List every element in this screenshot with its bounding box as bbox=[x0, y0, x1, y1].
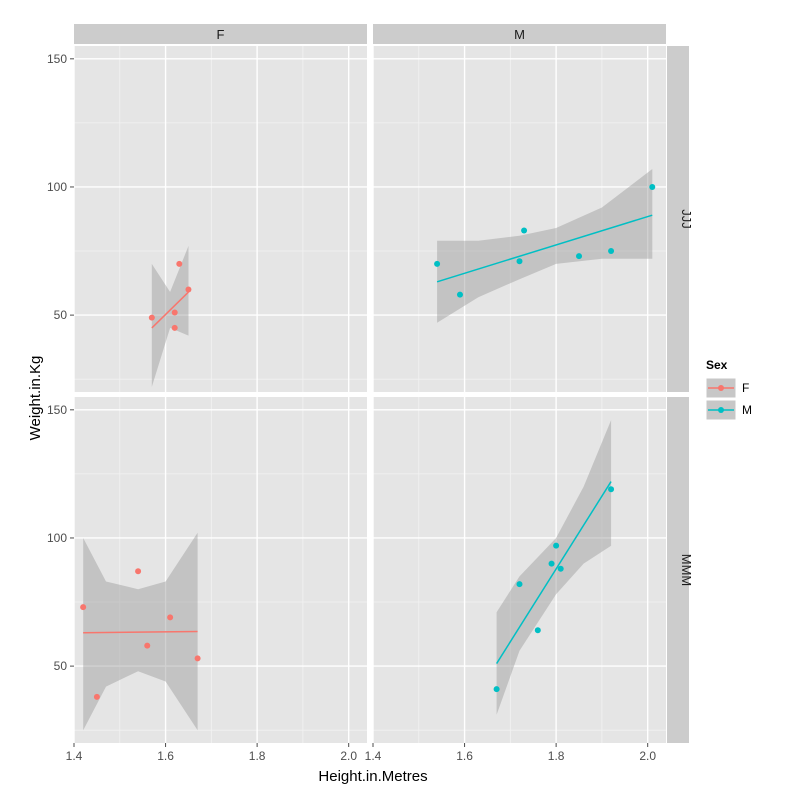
panel-background bbox=[74, 397, 367, 743]
data-point bbox=[135, 568, 142, 575]
x-tick-label: 1.6 bbox=[456, 749, 473, 763]
legend-title: Sex bbox=[706, 358, 728, 372]
x-tick-label: 1.4 bbox=[365, 749, 382, 763]
strip-label: F bbox=[217, 27, 225, 42]
x-tick-label: 2.0 bbox=[340, 749, 357, 763]
confidence-band bbox=[437, 169, 653, 323]
axes-layer: 50 100 150 50 100 150 1.4 1.6 1.8 2.0 1.4 1.6 1.8 2.0 bbox=[47, 52, 656, 763]
regression-line bbox=[151, 291, 189, 329]
x-axis-title: Height.in.Metres bbox=[318, 768, 427, 785]
panel-MMM-M bbox=[372, 397, 666, 743]
panel-JJJ-F bbox=[73, 46, 367, 392]
data-point bbox=[171, 309, 178, 316]
x-tick-label: 1.8 bbox=[548, 749, 565, 763]
data-point bbox=[194, 655, 201, 662]
strip-row-JJJ: JJJ bbox=[667, 46, 694, 392]
x-tick-label: 1.6 bbox=[157, 749, 174, 763]
data-point bbox=[516, 258, 523, 265]
data-point bbox=[493, 686, 500, 693]
data-MMM-M bbox=[493, 420, 615, 715]
panel-background bbox=[74, 46, 367, 392]
panel-background bbox=[373, 46, 666, 392]
confidence-band bbox=[151, 245, 189, 387]
data-point bbox=[516, 581, 523, 588]
legend-label: M bbox=[742, 403, 752, 417]
confidence-band bbox=[496, 420, 612, 715]
data-point bbox=[548, 560, 555, 567]
data-point bbox=[176, 260, 183, 267]
data-point bbox=[167, 614, 174, 621]
data-point bbox=[93, 693, 100, 700]
legend-entry-F: F bbox=[705, 377, 749, 399]
data-point bbox=[185, 286, 192, 293]
y-tick-label: 150 bbox=[47, 52, 67, 66]
data-point bbox=[434, 260, 441, 267]
panel-JJJ-M bbox=[372, 46, 666, 392]
legend-entry-M: M bbox=[705, 399, 752, 421]
data-point bbox=[553, 542, 560, 549]
y-tick-label: 150 bbox=[47, 403, 67, 417]
data-point bbox=[171, 324, 178, 331]
data-point bbox=[576, 253, 583, 260]
regression-line bbox=[83, 630, 198, 634]
x-tick-label: 1.8 bbox=[249, 749, 266, 763]
data-point bbox=[534, 627, 541, 634]
data-point bbox=[456, 291, 463, 298]
strip-background bbox=[667, 397, 689, 743]
regression-line bbox=[436, 214, 653, 283]
panel-MMM-F bbox=[73, 397, 367, 743]
y-tick-label: 50 bbox=[54, 659, 68, 673]
y-axis-title: Weight.in.Kg bbox=[27, 356, 44, 441]
strip-label: M bbox=[514, 27, 525, 42]
panels-layer bbox=[73, 46, 666, 743]
legend: Sex FM bbox=[705, 358, 752, 421]
strip-background bbox=[373, 24, 666, 44]
regression-line bbox=[495, 481, 612, 664]
data-point bbox=[521, 227, 528, 234]
data-point bbox=[80, 604, 87, 611]
data-point bbox=[649, 183, 656, 190]
data-JJJ-F bbox=[148, 245, 192, 387]
strip-label: JJJ bbox=[679, 209, 694, 229]
data-point bbox=[144, 642, 151, 649]
panel-background bbox=[373, 397, 666, 743]
data-JJJ-M bbox=[434, 169, 656, 323]
strip-background bbox=[667, 46, 689, 392]
y-tick-label: 100 bbox=[47, 180, 67, 194]
x-tick-label: 1.4 bbox=[66, 749, 83, 763]
data-point bbox=[608, 248, 615, 255]
y-tick-label: 50 bbox=[54, 308, 68, 322]
legend-key-point bbox=[718, 385, 724, 391]
data-point bbox=[557, 565, 564, 572]
data-point bbox=[608, 486, 615, 493]
strip-label: MMM bbox=[679, 554, 694, 587]
strip-col-F: F bbox=[74, 24, 367, 44]
strip-col-M: M bbox=[373, 24, 666, 44]
strip-row-MMM: MMM bbox=[667, 397, 694, 743]
data-point bbox=[148, 314, 155, 321]
y-tick-label: 100 bbox=[47, 531, 67, 545]
legend-key-point bbox=[718, 407, 724, 413]
data-MMM-F bbox=[80, 532, 201, 731]
legend-label: F bbox=[742, 381, 749, 395]
x-tick-label: 2.0 bbox=[639, 749, 656, 763]
strip-background bbox=[74, 24, 367, 44]
facet-strips: F M JJJ MMM bbox=[74, 24, 694, 743]
